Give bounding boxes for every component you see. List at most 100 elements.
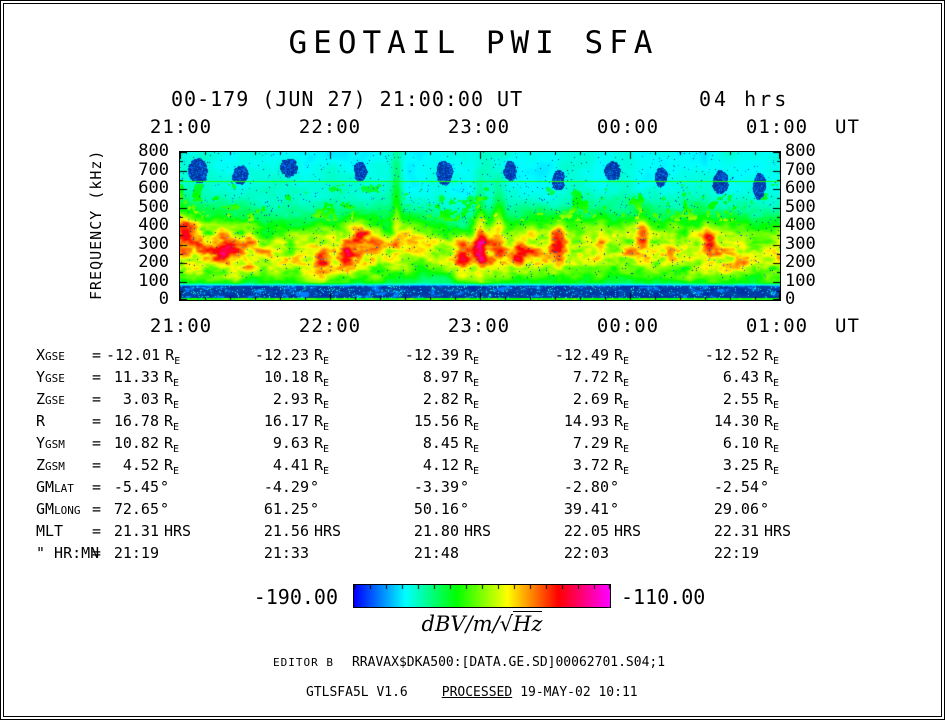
colorbar-units-label: dBV/m/√Hz (421, 611, 543, 636)
ephemeris-row-r: R = 16.78 RE 16.17 RE 15.56 RE 14.93 RE 14.3… (36, 410, 794, 433)
file-spec: RRAVAX$DKA500:[DATA.GE.SD]00062701.S04;1 (351, 655, 666, 670)
footer-file-line: EDITOR B RRAVAX$DKA500:[DATA.GE.SD]00062… (273, 655, 665, 670)
ephemeris-value: -12.49 RE (554, 346, 630, 367)
equals-sign: = (92, 368, 102, 386)
frequency-axis-title: FREQUENCY (kHz) (87, 149, 105, 301)
ephemeris-value: -5.45 ° (113, 478, 170, 496)
ephemeris-value: 2.82 RE (422, 390, 480, 411)
freq-tick-label: 500 (138, 196, 169, 217)
duration-label: 04 hrs (699, 87, 790, 111)
ephemeris-value: 22:19 (713, 544, 759, 562)
equals-sign: = (92, 456, 102, 474)
ephemeris-value: 16.78 RE (113, 412, 180, 433)
ephemeris-value: 22.05 HRS (563, 522, 642, 540)
ephemeris-row-label: ZGSM (36, 456, 65, 474)
freq-tick-label: 0 (785, 289, 796, 309)
date-range-label: 00-179 (JUN 27) 21:00:00 UT (171, 87, 524, 111)
ephemeris-value: -2.80 ° (563, 478, 620, 496)
ephemeris-value: 21.56 HRS (263, 522, 342, 540)
ephemeris-value: -12.39 RE (404, 346, 480, 367)
equals-sign: = (92, 544, 102, 562)
time-axis-unit: UT (835, 315, 860, 337)
equals-sign: = (92, 434, 102, 452)
ephemeris-value: 11.33 RE (113, 368, 180, 389)
ephemeris-value: -3.39 ° (413, 478, 470, 496)
ephemeris-row-label: " HR:MN (36, 544, 100, 562)
time-axis-top: 21:00 22:00 23:00 00:00 01:00 (144, 116, 814, 138)
ephemeris-value: 2.93 RE (272, 390, 330, 411)
ephemeris-value: -2.54 ° (713, 478, 770, 496)
time-tick-label: 23:00 (447, 116, 511, 138)
ephemeris-value: 14.93 RE (563, 412, 630, 433)
ephemeris-value: 8.45 RE (422, 434, 480, 455)
page-title: GEOTAIL PWI SFA (288, 25, 659, 61)
time-tick-label: 00:00 (596, 116, 660, 138)
time-axis-unit: UT (835, 116, 860, 138)
ephemeris-value: 6.43 RE (722, 368, 780, 389)
freq-tick-label: 100 (785, 270, 816, 291)
ephemeris-value: 29.06 ° (713, 500, 770, 518)
equals-sign: = (92, 346, 102, 364)
ephemeris-value: 61.25 ° (263, 500, 320, 518)
ephemeris-row-label: XGSE (36, 346, 65, 364)
ephemeris-row-xgse: XGSE = -12.01 RE -12.23 RE -12.39 RE -12.49… (36, 344, 794, 367)
ephemeris-value: 3.72 RE (572, 456, 630, 477)
time-tick-label: 21:00 (149, 315, 213, 337)
equals-sign: = (92, 522, 102, 540)
freq-tick-label: 300 (785, 233, 816, 254)
ephemeris-value: 6.10 RE (722, 434, 780, 455)
ephemeris-row-ygse: YGSE = 11.33 RE 10.18 RE 8.97 RE 7.72 RE 6.4… (36, 366, 794, 389)
ephemeris-value: 22.31 HRS (713, 522, 792, 540)
freq-tick-label: 800 (785, 141, 816, 161)
ephemeris-row-label: YGSM (36, 434, 65, 452)
ephemeris-value: 21.31 HRS (113, 522, 192, 540)
freq-tick-label: 300 (138, 233, 169, 254)
frequency-axis-right: 800 700 600 500 400 300 200 100 0 (785, 142, 835, 308)
freq-tick-label: 200 (138, 252, 169, 272)
processed-stamp: PROCESSED 19-MAY-02 10:11 (441, 685, 638, 700)
freq-tick-label: 800 (138, 141, 169, 161)
ephemeris-value: 7.72 RE (572, 368, 630, 389)
ephemeris-row-gmlat: GMLAT = -5.45 ° -4.29 ° -3.39 ° -2.80 ° -2.5… (36, 476, 794, 498)
editor-label: EDITOR B (273, 656, 334, 669)
ephemeris-value: 14.30 RE (713, 412, 780, 433)
ephemeris-value: -12.23 RE (254, 346, 330, 367)
frequency-axis-left: 800 700 600 500 400 300 200 100 0 (119, 142, 169, 308)
ephemeris-value: 2.55 RE (722, 390, 780, 411)
colorbar-canvas (353, 584, 611, 608)
ephemeris-value: -4.29 ° (263, 478, 320, 496)
ephemeris-row-gmlong: GMLONG = 72.65 ° 61.25 ° 50.16 ° 39.41 ° 29.… (36, 498, 794, 520)
ephemeris-value: -12.52 RE (704, 346, 780, 367)
ephemeris-value: 21.80 HRS (413, 522, 492, 540)
freq-tick-label: 400 (138, 215, 169, 235)
ephemeris-row-mlt: MLT = 21.31 HRS 21.56 HRS 21.80 HRS 22.05 HR… (36, 520, 794, 542)
freq-tick-label: 400 (785, 215, 816, 235)
ephemeris-value: 4.52 RE (122, 456, 180, 477)
ephemeris-row-label: GMLONG (36, 500, 81, 518)
ephemeris-value: 21:48 (413, 544, 459, 562)
ephemeris-row-hrmn: " HR:MN = 21:19 21:33 21:48 22:03 22:19 (36, 542, 794, 564)
spectrogram-canvas (179, 151, 781, 301)
equals-sign: = (92, 478, 102, 496)
ephemeris-row-label: MLT (36, 522, 64, 540)
time-tick-label: 22:00 (298, 315, 362, 337)
freq-tick-label: 600 (785, 178, 816, 198)
time-tick-label: 23:00 (447, 315, 511, 337)
freq-tick-label: 200 (785, 252, 816, 272)
ephemeris-value: 3.03 RE (122, 390, 180, 411)
freq-tick-label: 700 (785, 159, 816, 180)
ephemeris-value: 39.41 ° (563, 500, 620, 518)
time-tick-label: 22:00 (298, 116, 362, 138)
ephemeris-value: 4.41 RE (272, 456, 330, 477)
ephemeris-value: 7.29 RE (572, 434, 630, 455)
freq-tick-label: 700 (138, 159, 169, 180)
ephemeris-row-zgse: ZGSE = 3.03 RE 2.93 RE 2.82 RE 2.69 RE 2.55 R… (36, 388, 794, 411)
ephemeris-value: 72.65 ° (113, 500, 170, 518)
ephemeris-value: 15.56 RE (413, 412, 480, 433)
ephemeris-value: 3.25 RE (722, 456, 780, 477)
program-version-label: GTLSFA5L V1.6 (306, 685, 408, 700)
freq-tick-label: 600 (138, 178, 169, 198)
footer-program-line: GTLSFA5L V1.6 PROCESSED 19-MAY-02 10:11 (306, 685, 638, 700)
equals-sign: = (92, 500, 102, 518)
ephemeris-row-zgsm: ZGSM = 4.52 RE 4.41 RE 4.12 RE 3.72 RE 3.25 R… (36, 454, 794, 477)
